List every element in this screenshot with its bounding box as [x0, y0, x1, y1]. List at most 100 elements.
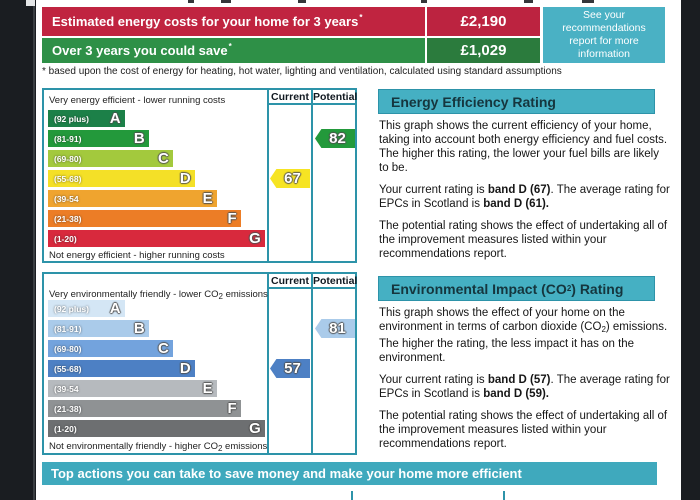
epc-band-row-d: (55-68) D: [48, 360, 267, 377]
assumptions-footnote: * based upon the cost of energy for heat…: [42, 66, 562, 77]
band-range-label: (39-54: [54, 193, 79, 204]
clipped-text-remnant: [298, 0, 306, 3]
rating-bands: (92 plus) A (81-91) B (69-80) C (55-68) D (39-54…: [48, 110, 267, 250]
epc-band-row-g: (1-20) G: [48, 420, 267, 437]
panel-paragraph: Your current rating is band D (67). The …: [379, 184, 670, 210]
band-range-label: (1-20): [54, 233, 77, 244]
band-range-label: (39-54: [54, 383, 79, 394]
band-bar: (55-68) D: [48, 360, 195, 377]
panel-paragraph: The potential rating shows the effect of…: [379, 220, 668, 260]
savings-text: Over 3 years you could save: [52, 43, 228, 58]
band-letter: B: [133, 130, 145, 147]
current-rating-arrow: 67: [270, 169, 310, 188]
epc-band-row-b: (81-91) B: [48, 130, 267, 147]
left-frame-bar: [0, 0, 36, 500]
band-letter: C: [157, 340, 169, 357]
environmental-rating-panel-body: This graph shows the effect of your home…: [379, 306, 670, 459]
band-range-label: (1-20): [54, 423, 77, 434]
column-header-underline: [267, 103, 355, 105]
band-bar: (69-80) C: [48, 340, 173, 357]
epc-band-row-e: (39-54 E: [48, 380, 267, 397]
chart-bottom-caption: Not environmentally friendly - higher CO…: [49, 441, 268, 453]
band-range-label: (92 plus): [54, 303, 89, 314]
environmental-impact-chart: Current Potential Very environmentally f…: [42, 272, 357, 455]
band-bar: (69-80) C: [48, 150, 173, 167]
clipped-text-remnant: [524, 0, 533, 3]
savings-label: Over 3 years you could save *: [42, 38, 425, 63]
clipped-text-remnant: [221, 0, 231, 3]
band-bar: (92 plus) A: [48, 110, 125, 127]
band-bar: (21-38) F: [48, 210, 241, 227]
panel-paragraph: This graph shows the current efficiency …: [379, 120, 668, 174]
panel-paragraph: The potential rating shows the effect of…: [379, 410, 668, 450]
epc-band-row-e: (39-54 E: [48, 190, 267, 207]
estimated-costs-text: Estimated energy costs for your home for…: [52, 14, 359, 29]
epc-band-row-a: (92 plus) A: [48, 300, 267, 317]
clipped-text-remnant: [582, 0, 594, 3]
band-range-label: (69-80): [54, 343, 82, 354]
band-range-label: (69-80): [54, 153, 82, 164]
epc-band-row-d: (55-68) D: [48, 170, 267, 187]
chart-bottom-caption: Not energy efficient - higher running co…: [49, 250, 225, 261]
epc-band-row-b: (81-91) B: [48, 320, 267, 337]
right-frame-bar: [681, 0, 700, 500]
energy-rating-panel-body: This graph shows the current efficiency …: [379, 119, 670, 269]
clipped-text-remnant: [188, 0, 194, 3]
band-bar: (55-68) D: [48, 170, 195, 187]
band-range-label: (81-91): [54, 133, 82, 144]
energy-efficiency-chart: Current Potential Very energy efficient …: [42, 88, 357, 263]
band-letter: D: [179, 360, 191, 377]
potential-rating-arrow: 82: [315, 129, 355, 148]
estimated-costs-label: Estimated energy costs for your home for…: [42, 7, 425, 36]
current-column-header: Current: [271, 275, 309, 287]
band-letter: C: [157, 150, 169, 167]
band-range-label: (81-91): [54, 323, 82, 334]
band-letter: F: [227, 400, 237, 417]
potential-column-header: Potential: [313, 275, 358, 287]
epc-band-row-c: (69-80) C: [48, 150, 267, 167]
band-bar: (39-54 E: [48, 190, 217, 207]
current-column-header: Current: [271, 91, 309, 103]
savings-value: £1,029: [427, 38, 540, 63]
band-range-label: (92 plus): [54, 113, 89, 124]
band-letter: G: [249, 230, 261, 247]
column-divider: [311, 274, 313, 453]
band-letter: B: [133, 320, 145, 337]
panel-paragraph: This graph shows the effect of your home…: [379, 307, 668, 364]
band-letter: G: [249, 420, 261, 437]
band-bar: (39-54 E: [48, 380, 217, 397]
estimated-costs-value: £2,190: [427, 7, 540, 36]
current-rating-arrow: 57: [270, 359, 310, 378]
band-bar: (21-38) F: [48, 400, 241, 417]
band-range-label: (55-68): [54, 173, 82, 184]
epc-band-row-f: (21-38) F: [48, 210, 267, 227]
epc-band-row-a: (92 plus) A: [48, 110, 267, 127]
energy-rating-panel-title: Energy Efficiency Rating: [378, 89, 655, 114]
band-letter: A: [109, 300, 121, 317]
band-range-label: (21-38): [54, 213, 82, 224]
column-header-underline: [267, 287, 355, 289]
chart-top-caption: Very energy efficient - lower running co…: [49, 95, 226, 106]
band-bar: (81-91) B: [48, 320, 149, 337]
potential-rating-arrow: 81: [315, 319, 355, 338]
band-bar: (81-91) B: [48, 130, 149, 147]
table-column-divider: [503, 491, 505, 500]
band-range-label: (55-68): [54, 363, 82, 374]
band-range-label: (21-38): [54, 403, 82, 414]
band-bar: (1-20) G: [48, 420, 265, 437]
column-divider: [311, 90, 313, 261]
epc-band-row-c: (69-80) C: [48, 340, 267, 357]
band-letter: A: [109, 110, 121, 127]
band-letter: E: [202, 190, 213, 207]
clipped-text-remnant: [421, 0, 427, 3]
top-actions-header: Top actions you can take to save money a…: [42, 462, 657, 485]
corner-notch: [26, 0, 35, 6]
epc-band-row-f: (21-38) F: [48, 400, 267, 417]
panel-paragraph: Your current rating is band D (57). The …: [379, 374, 670, 400]
potential-column-header: Potential: [313, 91, 358, 103]
recommendations-info-box: See your recommendations report for more…: [543, 7, 665, 63]
epc-band-row-g: (1-20) G: [48, 230, 267, 247]
column-divider: [267, 274, 269, 453]
column-divider: [267, 90, 269, 261]
band-letter: D: [179, 170, 191, 187]
